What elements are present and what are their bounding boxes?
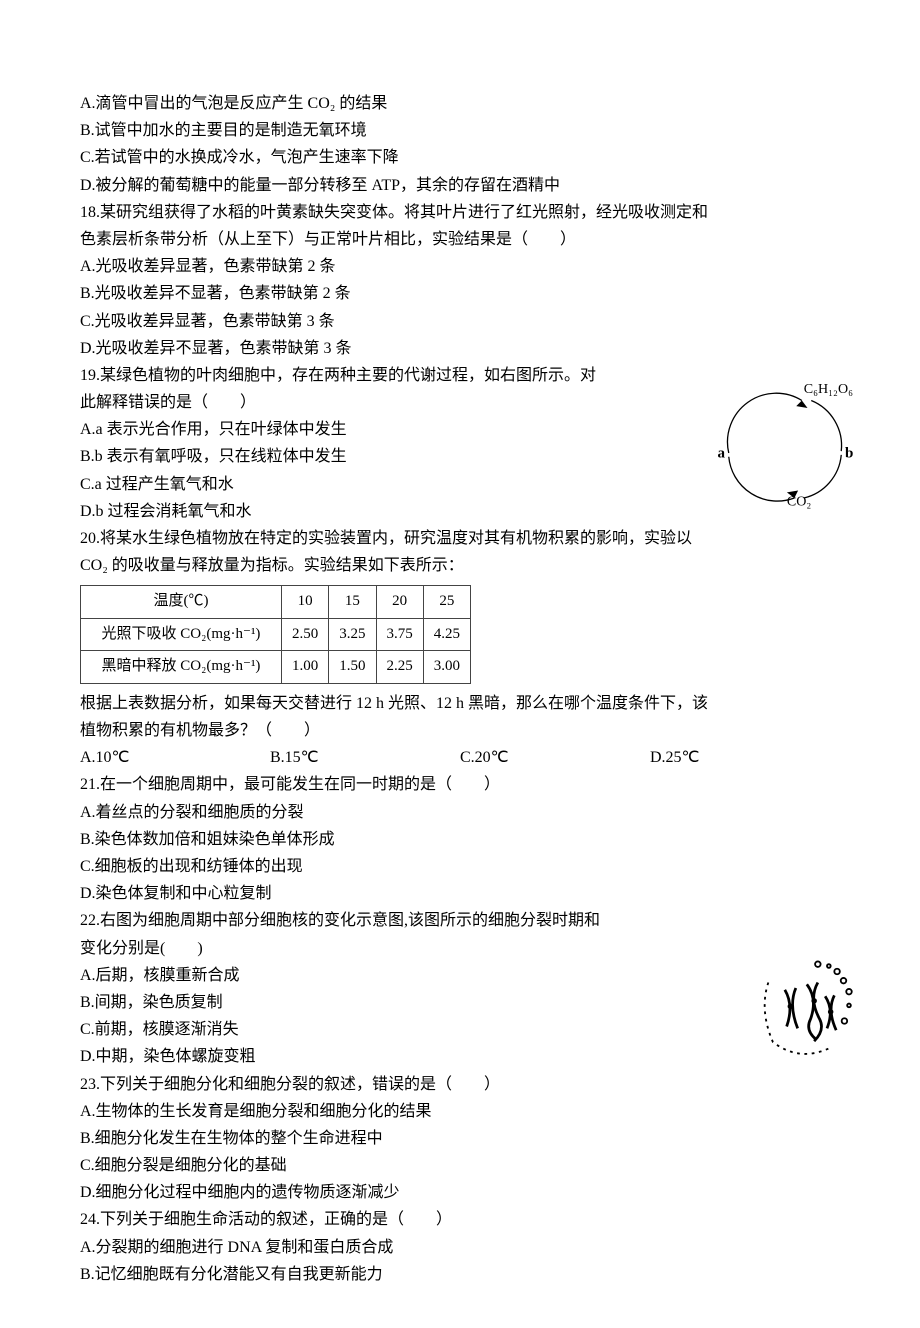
q20-stem-1: 20.将某水生绿色植物放在特定的实验装置内，研究温度对其有机物积累的影响，实验以 bbox=[80, 525, 840, 552]
q23-stem: 23.下列关于细胞分化和细胞分裂的叙述，错误的是（ ） bbox=[80, 1071, 840, 1098]
q21-option-b: B.染色体数加倍和姐妹染色单体形成 bbox=[80, 826, 840, 853]
q24-option-a: A.分裂期的细胞进行 DNA 复制和蛋白质合成 bbox=[80, 1234, 840, 1261]
q18-option-b: B.光吸收差异不显著，色素带缺第 2 条 bbox=[80, 280, 840, 307]
q24-option-b: B.记忆细胞既有分化潜能又有自我更新能力 bbox=[80, 1261, 840, 1288]
q19-fig-right-label: b bbox=[845, 446, 853, 462]
q18-stem-2: 色素层析条带分析（从上至下）与正常叶片相比，实验结果是（ ） bbox=[80, 226, 840, 253]
q20-r1-3: 3.75 bbox=[376, 618, 423, 651]
q23-option-a: A.生物体的生长发育是细胞分裂和细胞分化的结果 bbox=[80, 1098, 840, 1125]
q17-option-a: A.滴管中冒出的气泡是反应产生 CO₂ 的结果 bbox=[80, 90, 840, 117]
q20-r2-2: 1.50 bbox=[329, 651, 376, 684]
q24-stem: 24.下列关于细胞生命活动的叙述，正确的是（ ） bbox=[80, 1206, 840, 1233]
q18-option-c: C.光吸收差异显著，色素带缺第 3 条 bbox=[80, 308, 840, 335]
q18-option-d: D.光吸收差异不显著，色素带缺第 3 条 bbox=[80, 335, 840, 362]
q17-option-b: B.试管中加水的主要目的是制造无氧环境 bbox=[80, 117, 840, 144]
q20-th-2: 15 bbox=[329, 586, 376, 619]
q20-options: A.10℃ B.15℃ C.20℃ D.25℃ bbox=[80, 744, 840, 771]
q19-stem-2: 此解释错误的是（ ） bbox=[80, 389, 840, 416]
q18-stem-1: 18.某研究组获得了水稻的叶黄素缺失突变体。将其叶片进行了红光照射，经光吸收测定… bbox=[80, 199, 840, 226]
q20-option-d: D.25℃ bbox=[650, 744, 840, 771]
exam-page: C₆H₁₂O₆ a b CO₂ bbox=[0, 0, 920, 1328]
q17-option-c: C.若试管中的水换成冷水，气泡产生速率下降 bbox=[80, 144, 840, 171]
q19-option-b: B.b 表示有氧呼吸，只在线粒体中发生 bbox=[80, 443, 840, 470]
q20-th-3: 20 bbox=[376, 586, 423, 619]
q19-stem-1: 19.某绿色植物的叶肉细胞中，存在两种主要的代谢过程，如右图所示。对 bbox=[80, 362, 840, 389]
q17-option-d: D.被分解的葡萄糖中的能量一部分转移至 ATP，其余的存留在酒精中 bbox=[80, 172, 840, 199]
q22-option-b: B.间期，染色质复制 bbox=[80, 989, 840, 1016]
q20-r2-3: 2.25 bbox=[376, 651, 423, 684]
q20-r1-0: 光照下吸收 CO₂(mg·h⁻¹) bbox=[81, 618, 282, 651]
q23-option-d: D.细胞分化过程中细胞内的遗传物质逐渐减少 bbox=[80, 1179, 840, 1206]
q20-r2-0: 黑暗中释放 CO₂(mg·h⁻¹) bbox=[81, 651, 282, 684]
q23-option-c: C.细胞分裂是细胞分化的基础 bbox=[80, 1152, 840, 1179]
q20-table-header: 温度(℃) 10 15 20 25 bbox=[81, 586, 471, 619]
q20-option-b: B.15℃ bbox=[270, 744, 460, 771]
q20-th-0: 温度(℃) bbox=[81, 586, 282, 619]
q20-table: 温度(℃) 10 15 20 25 光照下吸收 CO₂(mg·h⁻¹) 2.50… bbox=[80, 585, 471, 684]
q20-option-c: C.20℃ bbox=[460, 744, 650, 771]
q19-option-a: A.a 表示光合作用，只在叶绿体中发生 bbox=[80, 416, 840, 443]
q20-table-row1: 光照下吸收 CO₂(mg·h⁻¹) 2.50 3.25 3.75 4.25 bbox=[81, 618, 471, 651]
q20-stem-3: 根据上表数据分析，如果每天交替进行 12 h 光照、12 h 黑暗，那么在哪个温… bbox=[80, 690, 840, 717]
q20-table-row2: 黑暗中释放 CO₂(mg·h⁻¹) 1.00 1.50 2.25 3.00 bbox=[81, 651, 471, 684]
q20-r1-4: 4.25 bbox=[423, 618, 470, 651]
q19-option-d: D.b 过程会消耗氧气和水 bbox=[80, 498, 840, 525]
q22-option-a: A.后期，核膜重新合成 bbox=[80, 962, 840, 989]
q20-r1-2: 3.25 bbox=[329, 618, 376, 651]
q20-r2-1: 1.00 bbox=[282, 651, 329, 684]
q22-stem-2: 变化分别是( ) bbox=[80, 935, 840, 962]
q21-stem: 21.在一个细胞周期中，最可能发生在同一时期的是（ ） bbox=[80, 771, 840, 798]
q21-option-a: A.着丝点的分裂和细胞质的分裂 bbox=[80, 799, 840, 826]
q20-option-a: A.10℃ bbox=[80, 744, 270, 771]
q20-r1-1: 2.50 bbox=[282, 618, 329, 651]
q22-option-c: C.前期，核膜逐渐消失 bbox=[80, 1016, 840, 1043]
q20-stem-2: CO₂ 的吸收量与释放量为指标。实验结果如下表所示： bbox=[80, 552, 840, 579]
q19-option-c: C.a 过程产生氧气和水 bbox=[80, 471, 840, 498]
q22-option-d: D.中期，染色体螺旋变粗 bbox=[80, 1043, 840, 1070]
q22-stem-1: 22.右图为细胞周期中部分细胞核的变化示意图,该图所示的细胞分裂时期和 bbox=[80, 907, 840, 934]
q21-option-c: C.细胞板的出现和纺锤体的出现 bbox=[80, 853, 840, 880]
q21-option-d: D.染色体复制和中心粒复制 bbox=[80, 880, 840, 907]
q23-option-b: B.细胞分化发生在生物体的整个生命进程中 bbox=[80, 1125, 840, 1152]
q18-option-a: A.光吸收差异显著，色素带缺第 2 条 bbox=[80, 253, 840, 280]
q20-r2-4: 3.00 bbox=[423, 651, 470, 684]
q20-stem-4: 植物积累的有机物最多？（ ） bbox=[80, 717, 840, 744]
q20-th-4: 25 bbox=[423, 586, 470, 619]
q20-th-1: 10 bbox=[282, 586, 329, 619]
